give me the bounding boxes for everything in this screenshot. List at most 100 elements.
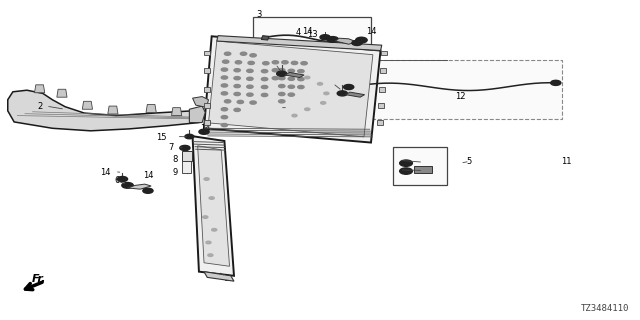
Circle shape [246, 93, 253, 96]
Text: 17: 17 [333, 79, 344, 88]
Polygon shape [204, 120, 211, 125]
Circle shape [282, 61, 288, 64]
Bar [342, 60, 562, 119]
Circle shape [399, 160, 412, 166]
Circle shape [143, 188, 153, 193]
Circle shape [298, 77, 304, 81]
Text: 17: 17 [264, 60, 274, 69]
Circle shape [278, 92, 285, 96]
Polygon shape [172, 108, 182, 116]
Text: 4: 4 [296, 28, 301, 37]
Circle shape [221, 116, 228, 119]
Circle shape [234, 108, 241, 111]
Polygon shape [217, 36, 382, 51]
Circle shape [241, 52, 246, 55]
Circle shape [246, 69, 253, 72]
Circle shape [206, 241, 211, 244]
Circle shape [203, 216, 208, 218]
Circle shape [324, 92, 329, 95]
Circle shape [246, 77, 253, 80]
Polygon shape [193, 97, 209, 107]
Polygon shape [285, 72, 304, 77]
Text: TZ3484110: TZ3484110 [580, 304, 629, 313]
Circle shape [221, 124, 228, 127]
Circle shape [234, 92, 241, 96]
Circle shape [246, 85, 253, 88]
Polygon shape [189, 106, 205, 123]
Polygon shape [209, 41, 373, 137]
Circle shape [225, 52, 231, 55]
Circle shape [221, 68, 228, 71]
Text: 14: 14 [143, 172, 153, 180]
Circle shape [180, 145, 190, 150]
Circle shape [234, 84, 241, 88]
Text: 6: 6 [115, 176, 120, 185]
Circle shape [301, 62, 307, 65]
Bar [182, 161, 191, 173]
Circle shape [221, 76, 228, 79]
Circle shape [317, 83, 323, 85]
Text: 10: 10 [272, 105, 282, 114]
Bar [182, 151, 192, 161]
Circle shape [185, 134, 194, 139]
Circle shape [117, 177, 127, 181]
Circle shape [344, 84, 354, 90]
Circle shape [250, 54, 256, 57]
Circle shape [250, 101, 256, 104]
Bar [253, 17, 371, 87]
Text: 2: 2 [37, 101, 42, 111]
Circle shape [248, 61, 254, 65]
Circle shape [337, 91, 348, 96]
Text: 14: 14 [366, 27, 376, 36]
Text: 16: 16 [395, 156, 406, 165]
Text: 3: 3 [256, 10, 262, 19]
Circle shape [288, 69, 294, 72]
Polygon shape [8, 90, 202, 131]
Circle shape [278, 100, 285, 103]
Text: 14: 14 [302, 27, 312, 36]
Circle shape [262, 62, 269, 65]
Circle shape [327, 36, 339, 42]
Circle shape [292, 114, 297, 117]
Circle shape [234, 69, 241, 72]
Polygon shape [346, 92, 365, 97]
Circle shape [234, 76, 241, 80]
Polygon shape [204, 103, 211, 108]
Circle shape [212, 228, 217, 231]
Bar [414, 166, 432, 173]
Circle shape [236, 61, 242, 64]
Circle shape [278, 84, 285, 88]
Circle shape [204, 178, 209, 180]
Polygon shape [204, 272, 234, 281]
Text: 13: 13 [307, 30, 318, 39]
Circle shape [288, 77, 294, 80]
Polygon shape [381, 51, 387, 55]
Text: 15: 15 [157, 133, 167, 142]
Text: 14: 14 [100, 168, 111, 177]
Polygon shape [335, 38, 357, 44]
Circle shape [288, 93, 294, 96]
Text: 16: 16 [395, 166, 406, 175]
Text: 12: 12 [455, 92, 465, 101]
Circle shape [352, 40, 362, 45]
Circle shape [209, 197, 214, 199]
Text: 1: 1 [223, 275, 228, 284]
Polygon shape [127, 184, 151, 189]
Text: 7: 7 [168, 143, 173, 152]
Circle shape [208, 254, 213, 256]
Circle shape [225, 100, 231, 103]
Circle shape [291, 61, 298, 65]
Circle shape [221, 92, 228, 95]
Circle shape [272, 69, 278, 72]
Circle shape [305, 108, 310, 110]
Text: 9: 9 [172, 168, 177, 177]
Circle shape [399, 168, 412, 174]
Circle shape [261, 85, 268, 89]
Bar [394, 147, 447, 185]
Text: 14: 14 [200, 124, 211, 133]
Circle shape [223, 60, 229, 63]
Polygon shape [377, 120, 383, 125]
Circle shape [221, 84, 228, 87]
Text: 5: 5 [467, 157, 472, 166]
Text: Fr.: Fr. [32, 274, 47, 284]
